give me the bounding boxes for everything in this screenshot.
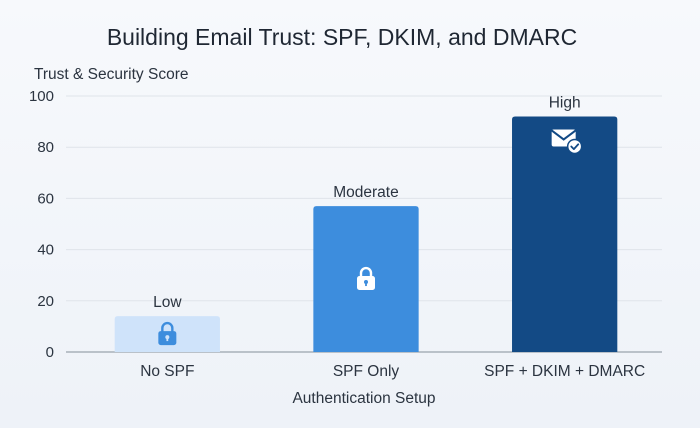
y-tick-label: 100 (29, 88, 54, 105)
x-category-label: SPF Only (333, 363, 400, 380)
bar (512, 116, 618, 352)
y-tick-label: 60 (37, 190, 54, 207)
bars (114, 116, 618, 352)
bar-data-label: High (549, 94, 581, 111)
lock-icon (357, 266, 375, 291)
x-axis-categories: No SPF SPF Only SPF + DKIM + DMARC (140, 363, 645, 380)
bar-data-label: Low (153, 294, 182, 311)
y-tick-label: 80 (37, 139, 54, 156)
data-labels: Low Moderate High (153, 94, 580, 311)
x-axis-title: Authentication Setup (292, 390, 435, 407)
x-category-label: No SPF (140, 363, 194, 380)
y-tick-label: 0 (46, 344, 54, 361)
bar-data-label: Moderate (333, 184, 398, 201)
chart-title: Building Email Trust: SPF, DKIM, and DMA… (107, 24, 577, 50)
y-tick-label: 40 (37, 242, 54, 259)
verified-mail-icon (551, 129, 583, 155)
y-axis-ticks: 0 20 40 60 80 100 (29, 88, 54, 361)
bar-icons (158, 129, 583, 346)
lock-icon (158, 321, 177, 346)
y-tick-label: 20 (37, 293, 54, 310)
y-axis-title: Trust & Security Score (34, 66, 188, 83)
x-category-label: SPF + DKIM + DMARC (484, 363, 645, 380)
